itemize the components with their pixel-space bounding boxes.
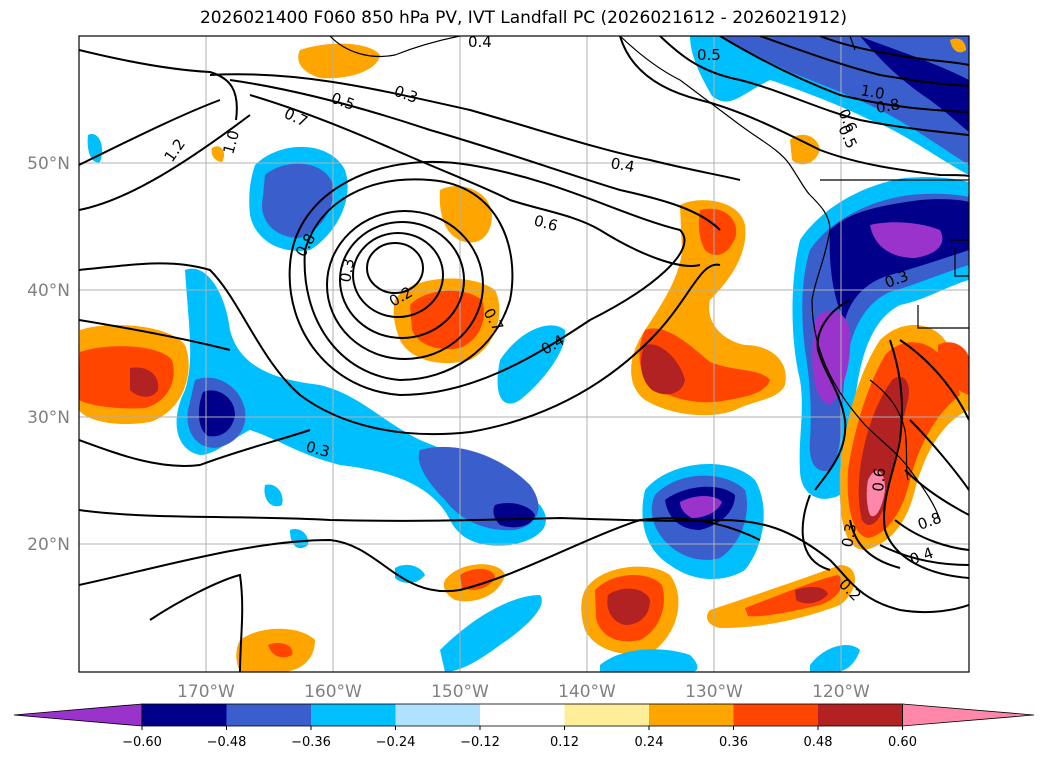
contour-label: 0.6 [869, 467, 889, 492]
latitude-labels: 50°N 40°N 30°N 20°N [27, 154, 70, 555]
colorbar-swatch [649, 704, 734, 726]
negative-anomaly [290, 529, 309, 549]
colorbar-tick-label: −0.12 [460, 735, 500, 750]
negative-anomaly [440, 595, 542, 672]
lat-label: 40°N [27, 281, 70, 301]
map-title: 2026021400 F060 850 hPa PV, IVT Landfall… [199, 8, 847, 28]
negative-anomaly [680, 496, 722, 518]
contour-label: 0.6 [532, 211, 560, 235]
colorbar-swatch [311, 704, 396, 726]
colorbar-tick-label: −0.24 [376, 735, 416, 750]
colorbar-tick-label: 0.60 [888, 735, 917, 750]
colorbar-swatch [733, 704, 819, 726]
colorbar-swatch [395, 704, 481, 726]
shaded-field [79, 36, 969, 672]
positive-anomaly [268, 643, 293, 658]
colorbar-tick-label: 0.36 [719, 735, 748, 750]
positive-anomaly [640, 344, 685, 395]
contour-label: 0.3 [336, 257, 358, 284]
negative-anomaly [262, 163, 334, 238]
lon-label: 120°W [812, 682, 870, 702]
positive-anomaly [79, 346, 174, 409]
coastlines [329, 36, 969, 521]
negative-anomaly [870, 222, 943, 258]
map-frame [78, 35, 970, 673]
lon-label: 160°W [304, 682, 362, 702]
negative-anomaly [493, 503, 535, 528]
graticule [79, 36, 969, 672]
lat-label: 50°N [27, 154, 70, 174]
positive-anomaly [866, 470, 885, 517]
pv-contours [79, 36, 969, 672]
colorbar-tick-label: 0.24 [635, 735, 664, 750]
colorbar-swatch [226, 704, 312, 726]
contour-label: 0.8 [875, 95, 902, 117]
colorbar-outline [141, 703, 903, 727]
positive-anomaly [950, 38, 966, 53]
negative-anomaly [497, 325, 566, 404]
colorbar-swatch [564, 704, 650, 726]
positive-anomaly [130, 367, 159, 397]
positive-anomaly [439, 186, 492, 243]
contour-label: 1.0 [219, 128, 243, 156]
colorbar-tick-label: 0.48 [804, 735, 833, 750]
colorbar: −0.60 −0.48 −0.36 −0.24 −0.12 0.12 0.24 0.36 0.4… [13, 703, 1035, 750]
colorbar-swatch [818, 704, 903, 726]
colorbar-swatch [142, 704, 227, 726]
lon-label: 150°W [431, 682, 489, 702]
positive-anomaly [298, 43, 380, 79]
longitude-labels: 170°W 160°W 150°W 140°W 130°W 120°W [177, 682, 870, 702]
colorbar-tick-label: −0.48 [207, 735, 247, 750]
positive-anomaly [211, 146, 225, 162]
negative-anomaly [264, 484, 283, 507]
positive-anomaly [790, 134, 820, 165]
positive-anomaly [795, 586, 828, 604]
lon-label: 170°W [177, 682, 235, 702]
colorbar-extend-high [902, 703, 1035, 727]
negative-anomaly [198, 390, 235, 437]
contour-label: 0.3 [838, 522, 860, 549]
negative-anomaly [810, 645, 860, 672]
contour-label: 0.5 [697, 46, 721, 64]
colorbar-tick-label: −0.36 [291, 735, 331, 750]
positive-anomaly [745, 575, 843, 617]
colorbar-extend-low [13, 703, 143, 727]
contour-label: 1.0 [859, 81, 886, 103]
negative-anomaly [600, 649, 698, 672]
contour-label: 0.3 [304, 437, 332, 461]
colorbar-swatch [480, 704, 565, 726]
colorbar-tick-label: −0.60 [122, 735, 162, 750]
contour-label: 0.4 [609, 154, 636, 176]
lat-label: 20°N [27, 535, 70, 555]
lon-label: 140°W [558, 682, 616, 702]
positive-anomaly [938, 342, 969, 395]
colorbar-tick-label: 0.12 [550, 735, 579, 750]
lat-label: 30°N [27, 408, 70, 428]
positive-anomaly [460, 568, 495, 590]
lon-label: 130°W [685, 682, 743, 702]
contour-label: 0.4 [468, 33, 492, 51]
positive-anomaly [607, 588, 650, 625]
negative-anomaly [745, 36, 969, 132]
